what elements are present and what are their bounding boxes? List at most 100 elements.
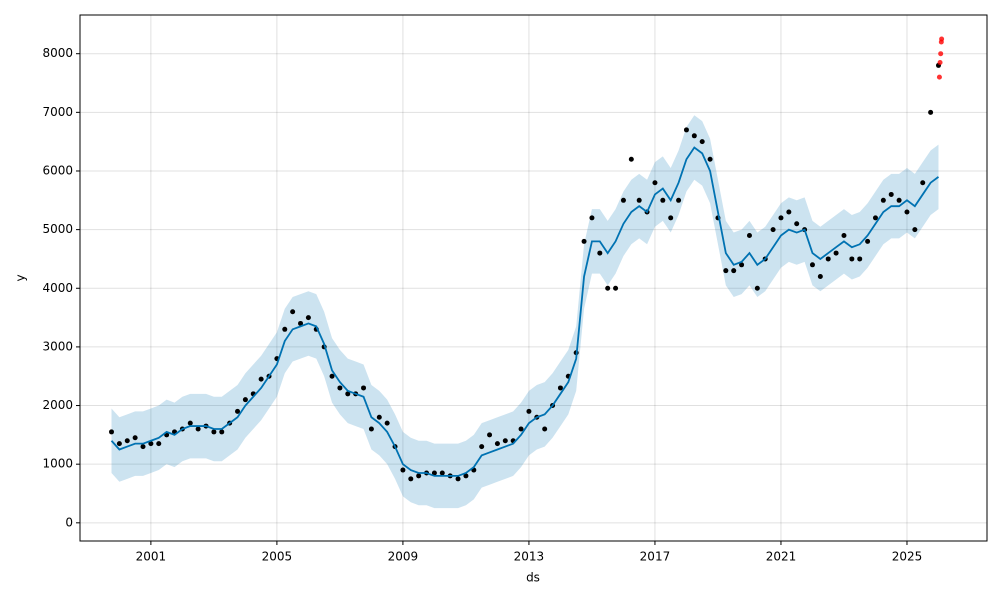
recent-point (937, 59, 943, 65)
observed-point (896, 197, 902, 203)
observed-point (817, 274, 823, 280)
observed-point (148, 441, 154, 447)
observed-point (408, 476, 414, 482)
observed-point (329, 373, 335, 379)
observed-point (880, 197, 886, 203)
observed-point (140, 444, 146, 450)
observed-point (400, 467, 406, 473)
observed-point (865, 238, 871, 244)
observed-point (928, 109, 934, 115)
y-axis-label: y (14, 274, 28, 281)
y-tick-label: 4000 (42, 281, 73, 295)
recent-point (939, 36, 945, 42)
observed-point (754, 285, 760, 291)
y-tick-label: 6000 (42, 163, 73, 177)
x-tick-label: 2009 (388, 550, 419, 564)
observed-point (494, 441, 500, 447)
observed-point (542, 426, 548, 432)
observed-point (235, 408, 241, 414)
y-tick-label: 8000 (42, 46, 73, 60)
observed-point (660, 197, 666, 203)
observed-point (298, 320, 304, 326)
x-tick-label: 2017 (640, 550, 671, 564)
observed-point (620, 197, 626, 203)
observed-point (676, 197, 682, 203)
x-tick-label: 2021 (766, 550, 797, 564)
observed-point (361, 385, 367, 391)
observed-point (242, 397, 248, 403)
observed-point (904, 209, 910, 215)
observed-point (652, 180, 658, 186)
observed-point (156, 441, 162, 447)
observed-point (778, 215, 784, 221)
observed-point (581, 238, 587, 244)
observed-point (605, 285, 611, 291)
observed-point (597, 250, 603, 256)
y-tick-label: 3000 (42, 339, 73, 353)
observed-point (345, 391, 351, 397)
observed-point (526, 408, 532, 414)
observed-point (124, 438, 130, 444)
observed-point (786, 209, 792, 215)
observed-point (636, 197, 642, 203)
x-axis-label: ds (526, 571, 540, 585)
observed-point (668, 215, 674, 221)
observed-point (691, 133, 697, 139)
observed-point (920, 180, 926, 186)
observed-point (825, 256, 831, 262)
observed-point (116, 441, 122, 447)
observed-point (211, 429, 217, 435)
observed-point (337, 385, 343, 391)
observed-point (282, 326, 288, 332)
forecast-line (110, 146, 940, 477)
y-tick-label: 1000 (42, 457, 73, 471)
observed-point (258, 376, 264, 382)
observed-point (290, 309, 296, 315)
observed-point (518, 426, 524, 432)
plot-frame (79, 14, 988, 542)
observed-point (683, 127, 689, 133)
observed-point (628, 156, 634, 162)
observed-point (809, 262, 815, 268)
observed-point (794, 221, 800, 227)
observed-point (739, 262, 745, 268)
observed-point (195, 426, 201, 432)
observed-point (833, 250, 839, 256)
observed-point (109, 429, 115, 435)
observed-point (888, 191, 894, 197)
observed-point (841, 232, 847, 238)
observed-point (455, 476, 461, 482)
observed-point (479, 444, 485, 450)
observed-point (707, 156, 713, 162)
observed-point (416, 473, 422, 479)
observed-point (219, 429, 225, 435)
observed-point (487, 432, 493, 438)
uncertainty-band (111, 115, 939, 509)
x-tick-label: 2025 (892, 550, 923, 564)
x-tick-label: 2005 (262, 550, 293, 564)
observed-point (723, 268, 729, 274)
observed-point (502, 438, 508, 444)
y-tick-label: 7000 (42, 105, 73, 119)
recent-point (938, 51, 944, 57)
y-tick-label: 0 (65, 515, 73, 529)
observed-point (376, 414, 382, 420)
recent-point (936, 74, 942, 80)
observed-point (849, 256, 855, 262)
observed-point (589, 215, 595, 221)
observed-point (857, 256, 863, 262)
observed-point (699, 139, 705, 145)
y-tick-label: 2000 (42, 398, 73, 412)
observed-point (557, 385, 563, 391)
observed-point (746, 232, 752, 238)
x-tick-label: 2013 (514, 550, 545, 564)
observed-point (463, 473, 469, 479)
y-tick-label: 5000 (42, 222, 73, 236)
observed-point (384, 420, 390, 426)
observed-point (613, 285, 619, 291)
observed-point (431, 470, 437, 476)
x-tick-label: 2001 (136, 550, 167, 564)
observed-point (187, 420, 193, 426)
observed-point (872, 215, 878, 221)
